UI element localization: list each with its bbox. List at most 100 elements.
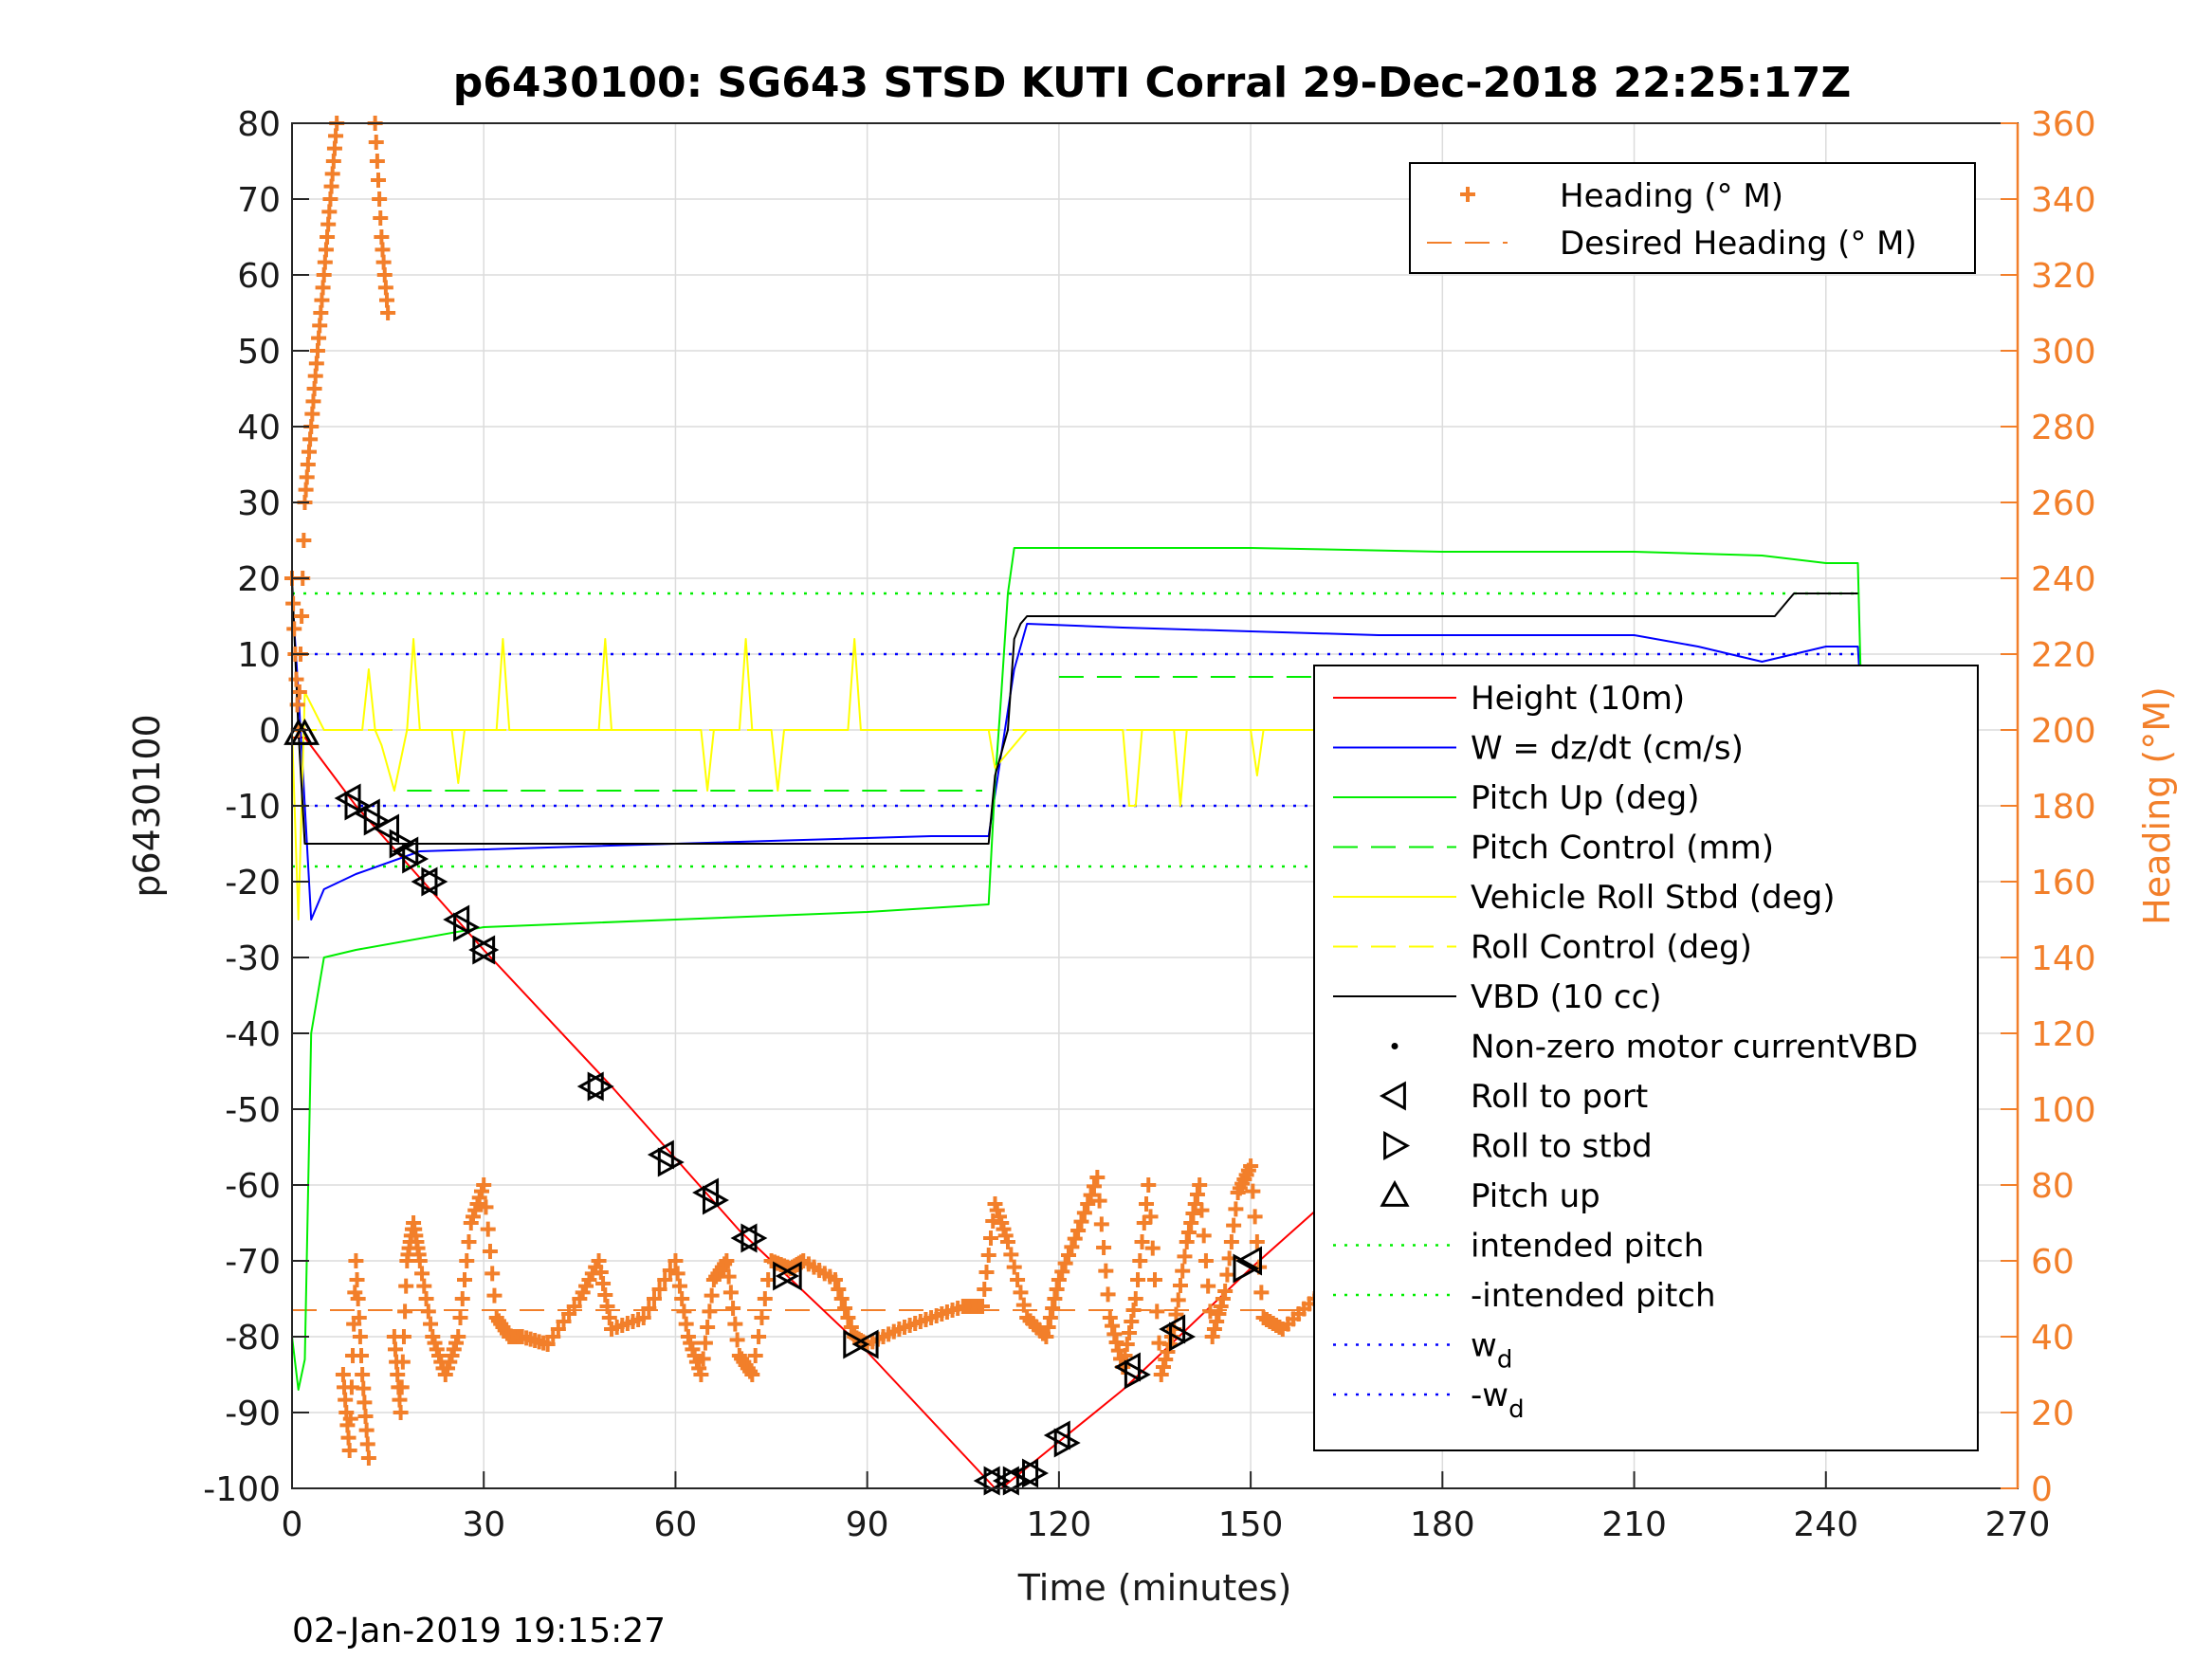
legend-heading-box [1409,162,1976,274]
roll-to-port-marker [647,1139,674,1170]
heading-point [341,1443,357,1458]
heading-point [1038,1329,1054,1344]
roll-to-stbd-marker [421,866,448,897]
series-line [291,638,1858,921]
roll-to-stbd-marker [472,935,500,965]
y2-tick-label: 360 [2031,105,2096,144]
heading-point [373,210,389,226]
heading-point [342,1411,358,1427]
heading-point [1051,1272,1067,1287]
roll-to-port-marker [992,1466,1019,1496]
heading-point [355,1367,371,1382]
y2-tick-label: 260 [2031,484,2096,523]
y-tick-label: 60 [237,257,281,296]
legend-heading-entry: Heading (° M) [1560,177,1783,215]
heading-point [393,1379,410,1395]
heading-point [1070,1223,1087,1238]
heading-point [827,1272,843,1287]
heading-point [1122,1325,1138,1340]
legend-main-entry: Pitch Control (mm) [1471,830,1774,867]
y2-tick-label: 140 [2031,939,2096,978]
heading-point [461,1234,477,1249]
heading-point [719,1253,735,1268]
heading-point [722,1285,739,1301]
heading-point [840,1310,856,1325]
heading-point [977,1282,993,1297]
legend-main-entry: Vehicle Roll Stbd (deg) [1471,879,1836,917]
heading-point [371,173,386,188]
roll-to-stbd-marker [587,1071,614,1102]
series-line [291,577,1858,845]
roll-to-port-marker [775,1261,802,1291]
heading-point [1204,1329,1220,1344]
heading-point [1141,1177,1157,1193]
y-tick-label: 0 [259,712,281,751]
pitch-up-marker [289,718,320,745]
heading-point [1243,1158,1259,1174]
heading-point [1013,1285,1029,1301]
y-tick-label: 80 [237,105,281,144]
heading-point [1143,1209,1159,1225]
y-tick-label: 30 [237,484,281,523]
heading-point [831,1282,847,1297]
heading-point [667,1253,684,1268]
heading-point [1211,1306,1227,1322]
roll-to-stbd-marker [402,844,430,874]
heading-point [398,1278,414,1294]
heading-point [635,1310,651,1325]
heading-point [1086,1178,1102,1194]
heading-point [359,1436,375,1452]
y-tick-label: 40 [237,409,281,447]
heading-point [296,533,312,548]
heading-point [387,1341,403,1358]
y2-tick-label: 20 [2031,1395,2075,1433]
y2-tick-label: 200 [2031,712,2096,751]
series-line [291,547,1862,1391]
heading-point [480,1221,496,1237]
y2-tick-label: 300 [2031,333,2096,372]
y2-axis-label: Heading (°M) [2136,686,2178,925]
heading-point [671,1278,687,1294]
legend-heading-plus-swatch [1460,187,1475,202]
roll-to-stbd-marker [702,1185,729,1215]
heading-point [593,1265,609,1280]
heading-point [1130,1272,1146,1287]
heading-point [1197,1253,1214,1268]
heading-point [742,1363,759,1379]
y-tick-label: -10 [225,788,281,827]
y-tick-label: -50 [225,1091,281,1130]
heading-point [411,1253,428,1268]
heading-point [1083,1187,1099,1203]
heading-point [980,1248,996,1263]
heading-point [395,1329,411,1344]
heading-point [1185,1206,1201,1221]
legend-main-entry: Height (10m) [1471,680,1685,718]
heading-point [1177,1249,1193,1265]
heading-point [1144,1240,1161,1256]
heading-point [721,1268,737,1285]
heading-point [725,1301,741,1316]
heading-point [1149,1304,1165,1320]
heading-point [1245,1183,1261,1199]
heading-point [1064,1239,1080,1255]
heading-point [450,1329,466,1344]
roll-to-stbd-marker [1233,1253,1260,1284]
heading-point [1228,1201,1244,1217]
heading-point [1200,1278,1216,1294]
heading-point [1061,1248,1076,1263]
heading-point [418,1291,434,1306]
heading-point [484,1266,501,1282]
heading-point [1180,1225,1197,1240]
heading-point [349,1272,365,1287]
heading-point [697,1335,713,1351]
heading-point [1106,1326,1123,1342]
roll-to-port-marker [1159,1314,1186,1344]
y2-tick-label: 320 [2031,257,2096,296]
heading-point [294,609,310,624]
heading-point [1134,1234,1150,1249]
heading-point [1194,1202,1210,1218]
heading-point [837,1301,853,1316]
y-tick-label: -60 [225,1167,281,1206]
heading-point [397,1304,413,1320]
y2-tick-label: 240 [2031,560,2096,599]
